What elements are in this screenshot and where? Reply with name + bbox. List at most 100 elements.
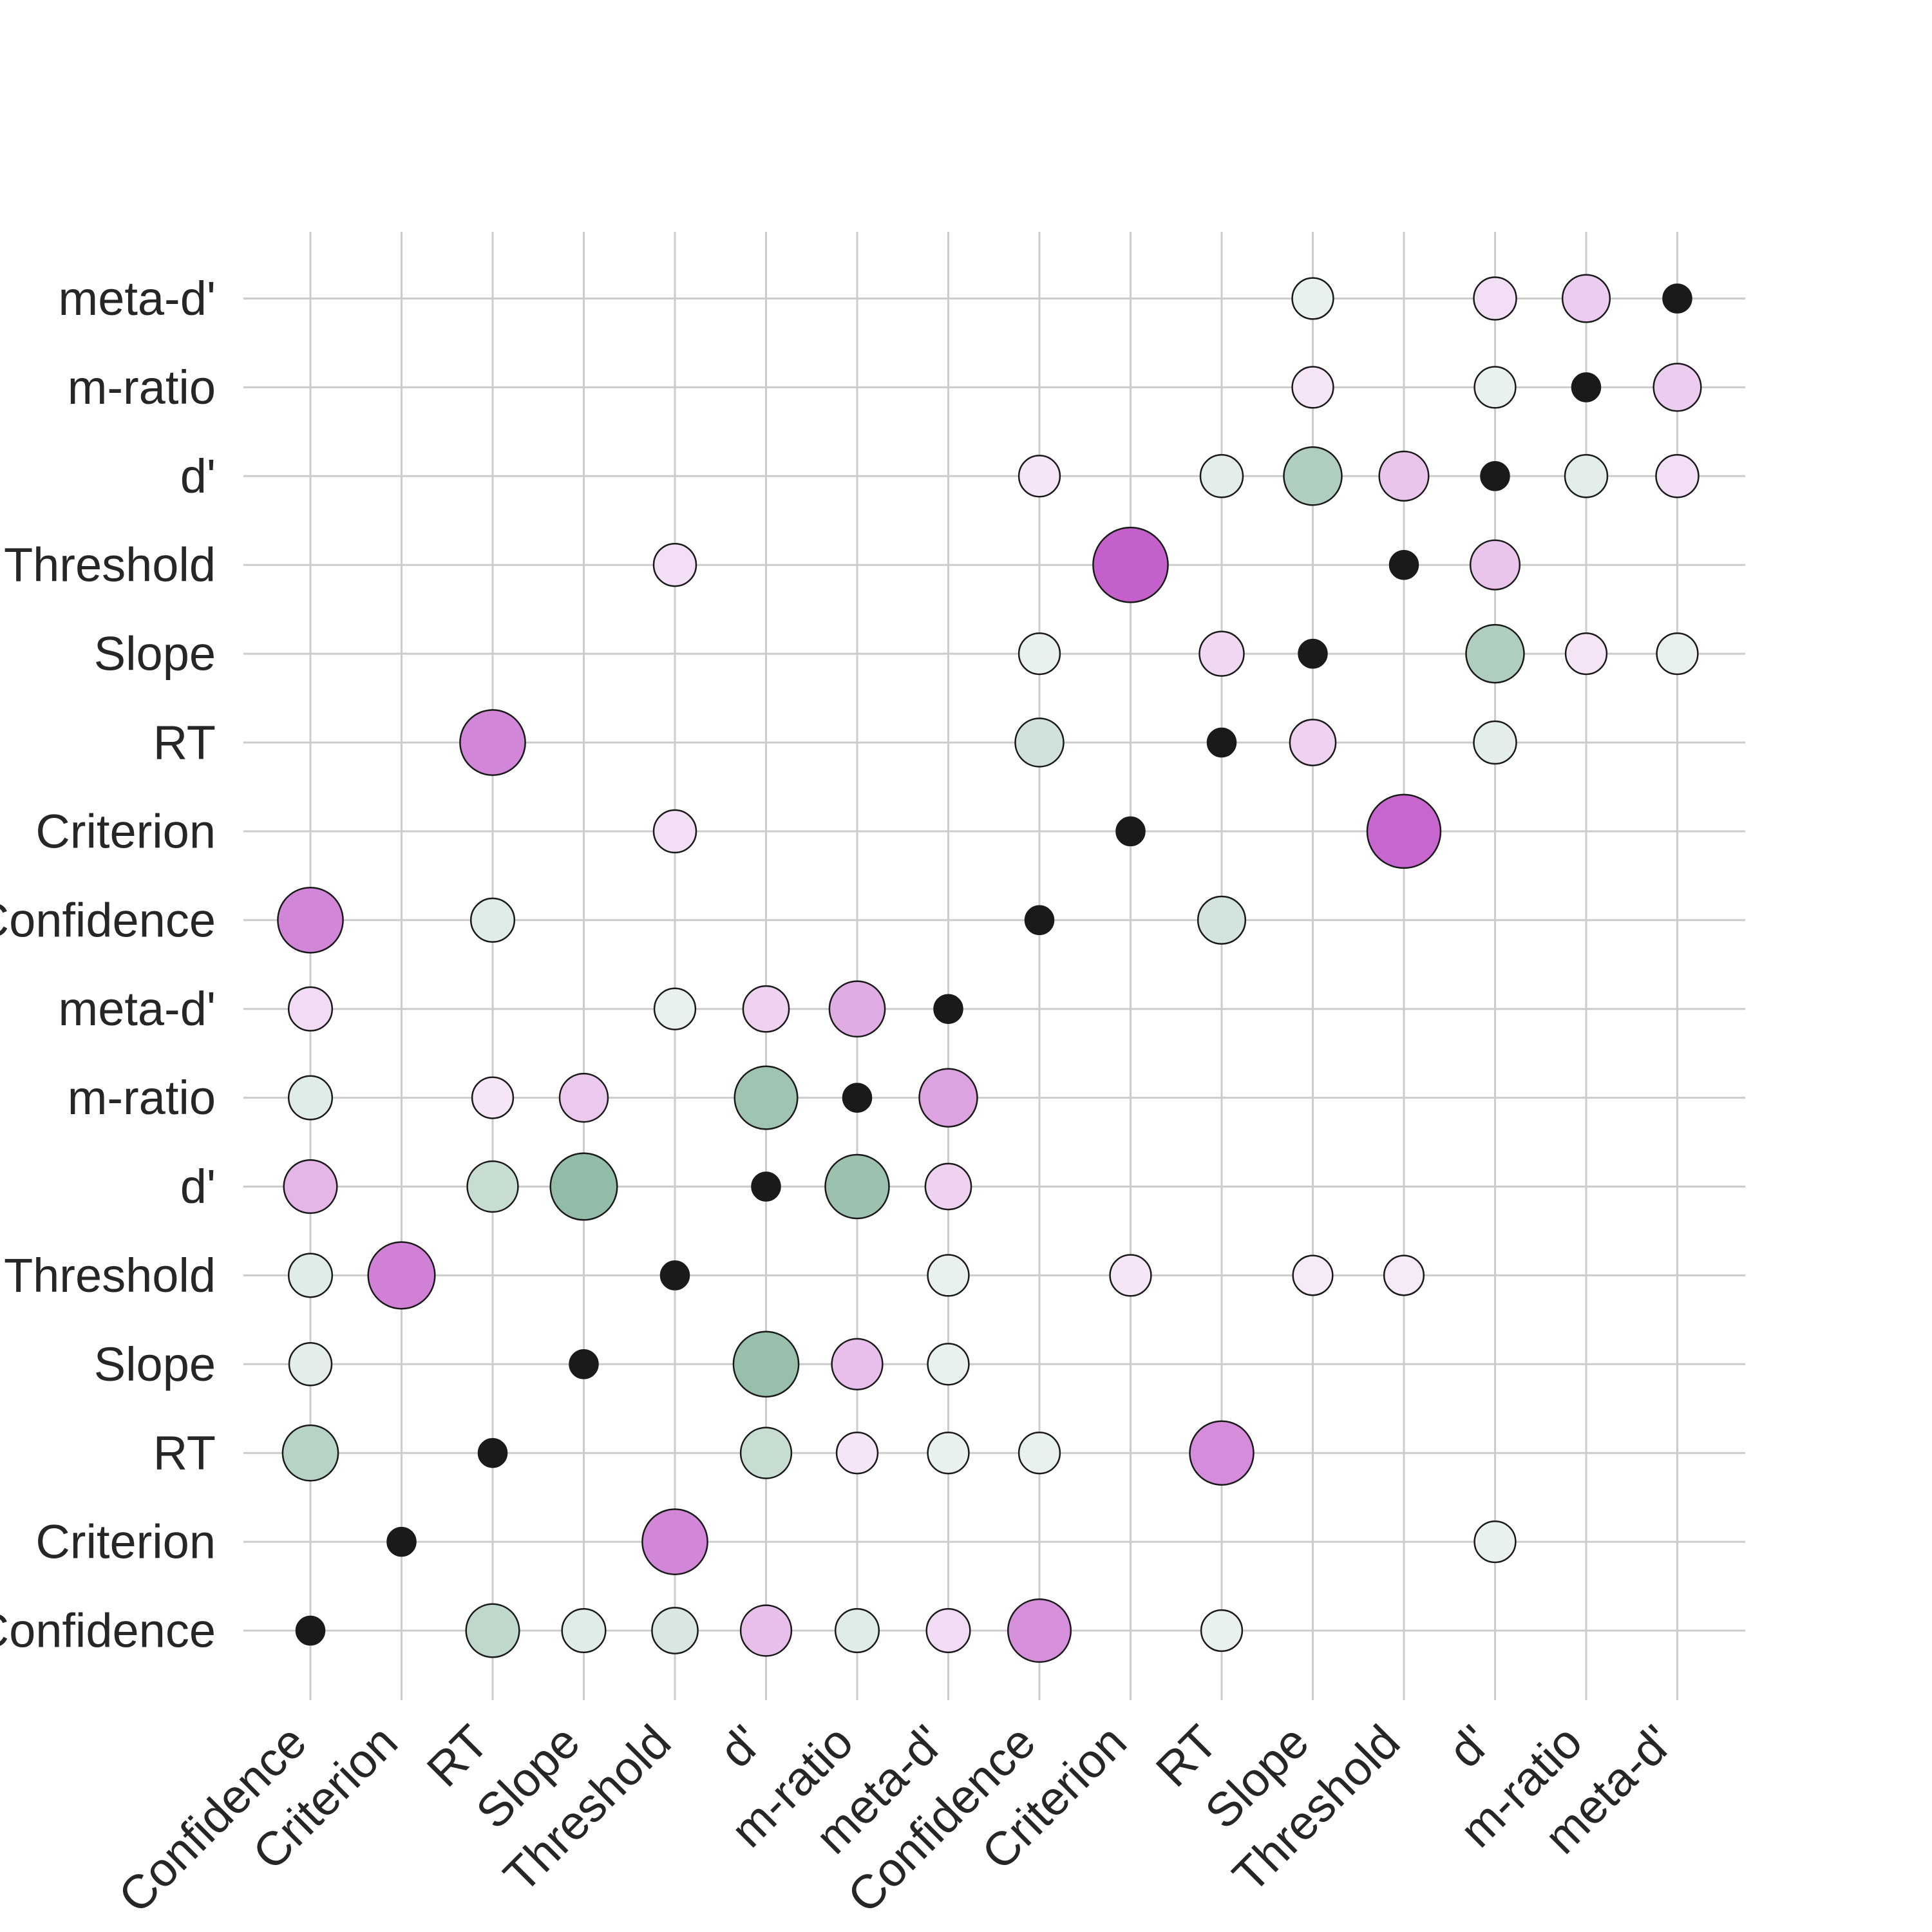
y-tick-label: m-ratio [68,1071,216,1124]
positive-correlation-dot [1561,274,1611,323]
positive-correlation-dot [1109,1254,1152,1297]
negative-correlation-dot [281,1424,339,1482]
positive-correlation-dot [1292,1255,1334,1296]
negative-correlation-dot [287,1253,334,1298]
positive-correlation-dot [283,1159,338,1215]
negative-correlation-dot [1564,454,1609,498]
negative-correlation-dot [1291,277,1334,320]
diagonal-dot [1388,549,1419,580]
y-tick-label: RT [153,1426,216,1480]
diagonal-dot [295,1615,326,1646]
y-tick-label: meta-d' [59,982,216,1036]
negative-correlation-dot [1656,632,1699,676]
positive-correlation-dot [925,1607,971,1654]
y-tick-label: Threshold [4,538,216,592]
negative-correlation-dot [834,1607,880,1654]
positive-correlation-dot [1564,632,1608,676]
positive-correlation-dot [1198,630,1245,677]
positive-correlation-dot [918,1068,978,1128]
y-tick-label: Slope [94,1338,216,1391]
y-tick-label: RT [153,716,216,770]
negative-correlation-dot [1018,632,1061,676]
y-tick-label: Criterion [35,1515,216,1569]
positive-correlation-dot [1469,539,1521,591]
y-tick-label: d' [180,1160,216,1213]
diagonal-dot [1115,816,1146,847]
negative-correlation-dot [653,987,697,1030]
diagonal-dot [1206,727,1237,758]
positive-correlation-dot [367,1241,436,1310]
y-tick-label: Confidence [0,1604,216,1658]
negative-correlation-dot [288,1342,333,1387]
negative-correlation-dot [549,1152,618,1221]
positive-correlation-dot [1383,1255,1425,1296]
positive-correlation-dot [831,1338,884,1390]
positive-correlation-dot [277,886,344,954]
y-tick-labels: Confidence Criterion RT Slope Threshold d' m-r… [0,272,216,1658]
negative-correlation-dot [1283,446,1343,506]
negative-correlation-dot [1465,623,1525,684]
negative-correlation-dot [1018,1432,1061,1475]
positive-correlation-dot [1018,455,1061,498]
negative-correlation-dot [1199,454,1244,498]
negative-correlation-dot [1014,717,1065,768]
diagonal-dot [751,1171,781,1202]
diagonal-dot [1298,638,1328,669]
positive-correlation-dot [1366,793,1442,869]
bubble-markers [277,274,1702,1663]
y-tick-label: Threshold [4,1249,216,1302]
positive-correlation-dot [1289,719,1337,766]
negative-correlation-dot [1473,1520,1517,1564]
positive-correlation-dot [1655,454,1700,498]
diagonal-dot [477,1437,508,1468]
positive-correlation-dot [1291,366,1334,409]
negative-correlation-dot [1473,366,1517,409]
positive-correlation-dot [742,985,790,1033]
diagonal-dot [1024,905,1055,936]
positive-correlation-dot [641,1508,708,1575]
y-tick-label: Criterion [35,804,216,858]
positive-correlation-dot [835,1432,879,1475]
positive-correlation-dot [471,1076,515,1119]
negative-correlation-dot [287,1075,334,1121]
negative-correlation-dot [466,1160,519,1213]
positive-correlation-dot [924,1162,972,1211]
positive-correlation-dot [652,809,697,854]
negative-correlation-dot [1473,720,1517,765]
negative-correlation-dot [561,1607,607,1654]
negative-correlation-dot [1197,895,1247,945]
negative-correlation-dot [824,1153,890,1220]
diagonal-dot [569,1349,599,1379]
y-tick-label: d' [180,450,216,503]
negative-correlation-dot [732,1331,800,1398]
positive-correlation-dot [459,709,526,776]
positive-correlation-dot [287,986,334,1032]
positive-correlation-dot [1007,1598,1072,1663]
positive-correlation-dot [828,980,886,1038]
negative-correlation-dot [469,897,516,943]
positive-correlation-dot [1473,276,1517,321]
diagonal-dot [1571,372,1602,402]
positive-correlation-dot [1189,1420,1255,1486]
y-tick-label: m-ratio [68,361,216,414]
diagonal-dot [933,994,963,1024]
y-tick-label: meta-d' [59,272,216,325]
positive-correlation-dot [739,1604,793,1657]
negative-correlation-dot [739,1426,793,1479]
y-tick-label: Slope [94,627,216,681]
negative-correlation-dot [651,1607,699,1654]
positive-correlation-dot [558,1072,609,1123]
diagonal-dot [1662,283,1692,314]
diagonal-dot [386,1526,417,1557]
negative-correlation-dot [927,1254,970,1297]
diagonal-dot [1480,461,1510,491]
negative-correlation-dot [465,1603,520,1658]
negative-correlation-dot [927,1343,970,1386]
positive-correlation-dot [1092,526,1169,603]
negative-correlation-dot [927,1432,970,1475]
negative-correlation-dot [734,1065,799,1130]
diagonal-dot [659,1260,690,1291]
diagonal-dot [842,1083,873,1113]
